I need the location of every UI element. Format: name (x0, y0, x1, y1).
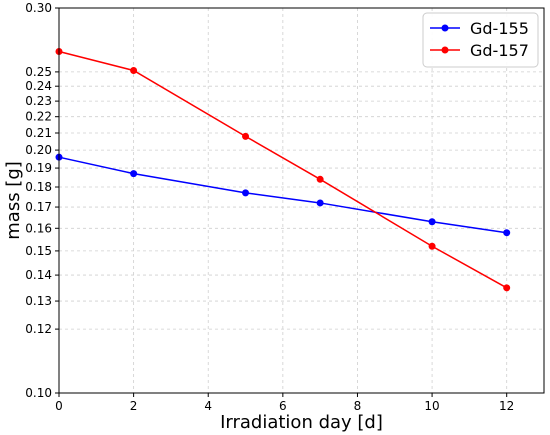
legend-label: Gd-155 (470, 19, 529, 38)
y-tick-label: 0.10 (25, 386, 52, 400)
y-tick-label: 0.23 (25, 94, 52, 108)
data-point-gd-155 (130, 170, 138, 178)
y-tick-label: 0.24 (25, 79, 52, 93)
y-axis-label: mass [g] (3, 161, 24, 240)
data-point-gd-157 (316, 175, 324, 183)
data-point-gd-155 (316, 199, 324, 207)
x-tick-label: 6 (279, 399, 287, 413)
x-tick-label: 4 (204, 399, 212, 413)
data-point-gd-157 (130, 66, 138, 74)
y-tick-label: 0.15 (25, 244, 52, 258)
y-tick-label: 0.13 (25, 294, 52, 308)
y-tick-label: 0.14 (25, 268, 52, 282)
legend-label: Gd-157 (470, 41, 529, 60)
series-line-gd-157 (58, 50, 508, 289)
legend-box (422, 12, 539, 68)
y-tick-label: 0.30 (25, 1, 52, 15)
legend-swatch-marker (441, 46, 449, 54)
plot-frame (58, 7, 545, 394)
data-point-gd-157 (428, 242, 436, 250)
x-tick-label: 10 (424, 399, 439, 413)
y-tick-label: 0.12 (25, 322, 52, 336)
data-point-gd-155 (242, 189, 250, 197)
legend: Gd-155 Gd-157 (422, 12, 539, 68)
y-tick-label: 0.19 (25, 161, 52, 175)
y-tick-label: 0.25 (25, 65, 52, 79)
ticks: 0 2 4 6 8 10 12 0.10 0.12 0.13 0.14 0.15 0.16 0.17 0.1… (25, 1, 514, 413)
legend-swatch-marker (441, 24, 449, 32)
x-tick-label: 0 (55, 399, 63, 413)
series-line-gd-155 (58, 156, 507, 234)
y-tick-label: 0.20 (25, 143, 52, 157)
x-tick-label: 12 (499, 399, 514, 413)
y-tick-label: 0.16 (25, 221, 52, 235)
data-point-gd-155 (428, 218, 436, 226)
y-tick-label: 0.18 (25, 180, 52, 194)
x-axis-label: Irradiation day [d] (220, 412, 383, 433)
data-point-gd-157 (242, 132, 250, 140)
y-tick-label: 0.22 (25, 110, 52, 124)
data-point-gd-157 (503, 284, 511, 292)
y-tick-label: 0.17 (25, 200, 52, 214)
series-layer (55, 47, 511, 292)
x-tick-label: 8 (354, 399, 362, 413)
x-tick-label: 2 (130, 399, 138, 413)
y-tick-label: 0.21 (25, 126, 52, 140)
data-point-gd-155 (503, 229, 511, 237)
